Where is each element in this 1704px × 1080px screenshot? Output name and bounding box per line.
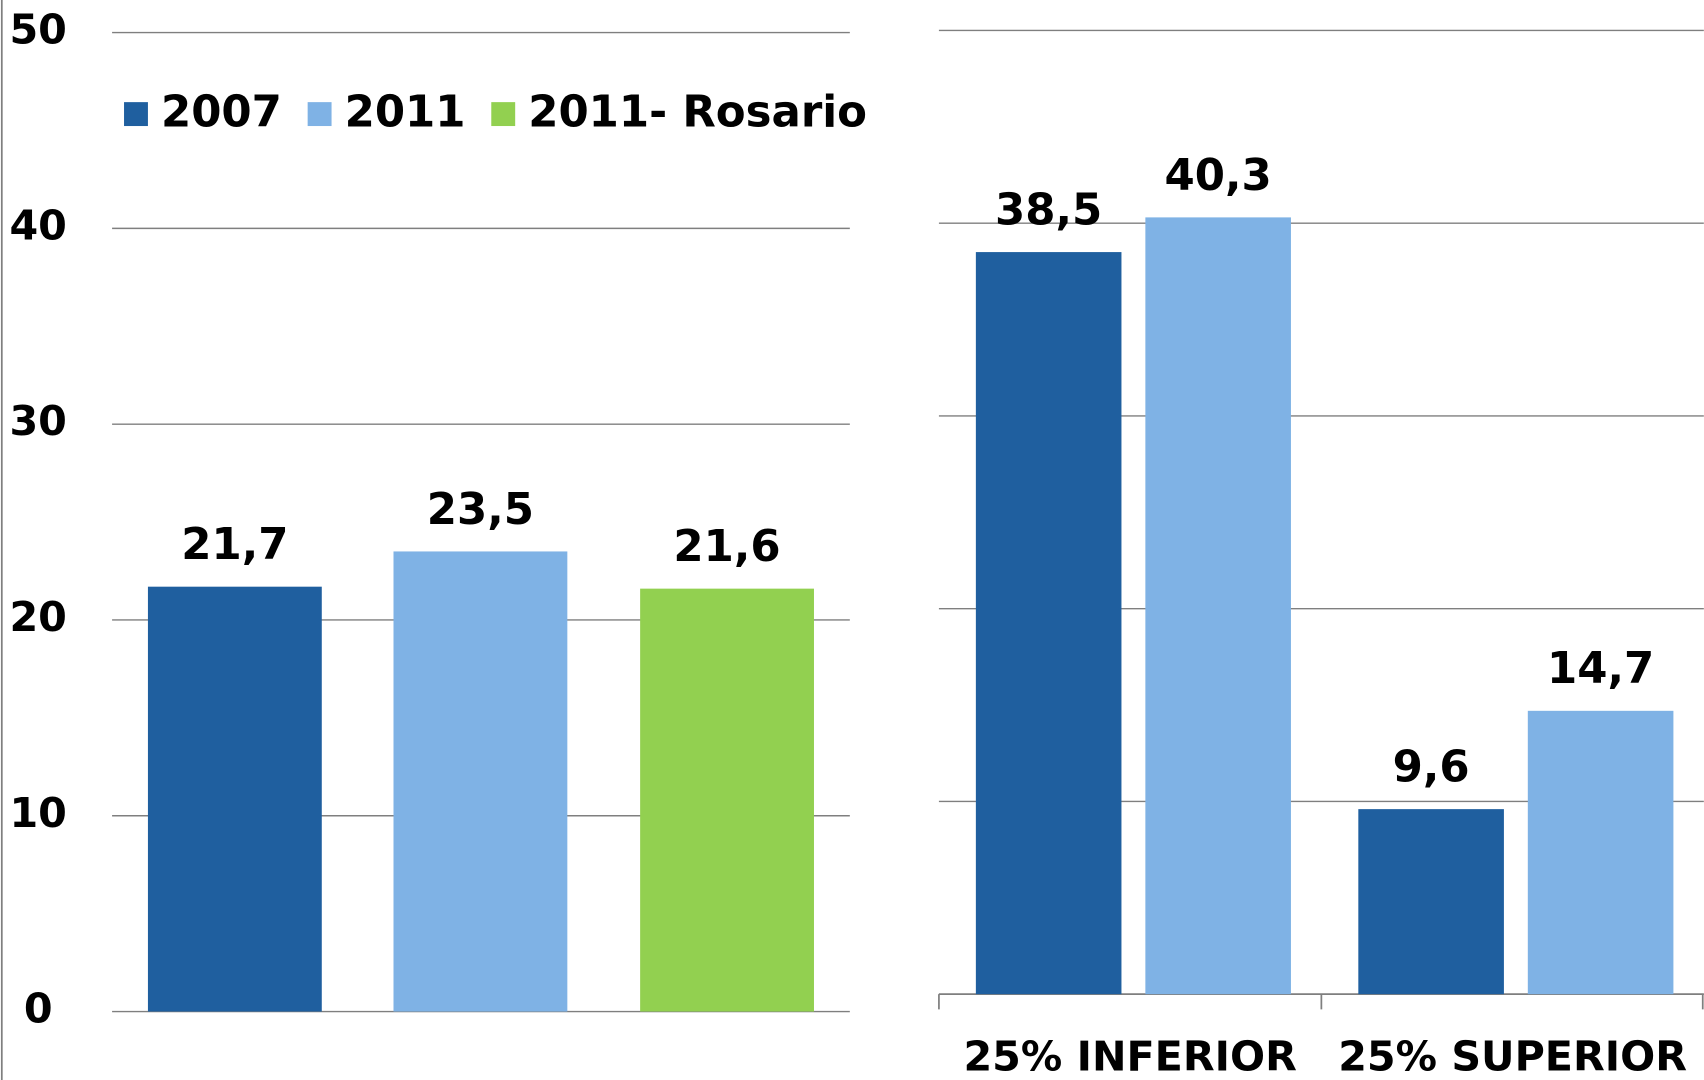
value-label: 21,6	[673, 522, 780, 572]
legend-label: 2007	[161, 88, 282, 138]
y-tick-label: 20	[9, 593, 66, 641]
bar	[393, 551, 568, 1012]
value-label: 21,7	[181, 520, 288, 570]
bar	[640, 588, 814, 1012]
value-label: 40,3	[1165, 151, 1272, 201]
value-label: 23,5	[427, 485, 534, 535]
legend-label: 2011	[345, 88, 466, 138]
legend-swatch	[307, 102, 332, 127]
y-tick-label: 50	[9, 6, 66, 54]
y-tick-label: 30	[9, 397, 66, 445]
value-label: 38,5	[995, 185, 1102, 235]
bar	[975, 252, 1122, 995]
bar	[1358, 809, 1504, 995]
y-tick-label: 0	[24, 985, 53, 1033]
value-label: 9,6	[1393, 743, 1470, 793]
legend-swatch	[124, 102, 148, 127]
x-tick-label: 25% SUPERIOR	[1338, 1032, 1687, 1080]
bar	[1145, 217, 1291, 995]
y-tick-label: 40	[9, 201, 66, 249]
legend-swatch	[491, 102, 516, 127]
x-tick-label: 25% INFERIOR	[963, 1032, 1296, 1080]
y-tick-label: 10	[9, 789, 66, 837]
legend-label: 2011- Rosario	[528, 88, 867, 138]
bar	[1527, 710, 1674, 995]
bar	[147, 586, 322, 1012]
value-label: 14,7	[1547, 644, 1654, 694]
